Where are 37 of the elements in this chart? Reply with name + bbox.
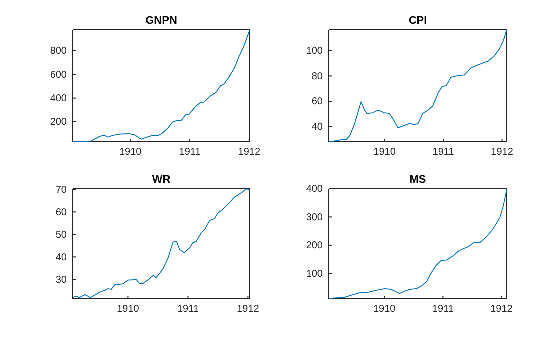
line-series [329,189,507,300]
x-tick-label: 1910 [374,147,396,158]
x-tick-label: 1910 [374,304,396,316]
x-tick-label: 1912 [237,304,260,316]
chart-title: GNPN [146,15,178,27]
y-tick-label: 600 [50,70,68,81]
line-series [73,30,250,142]
y-tick-label: 70 [56,184,68,196]
y-tick-label: 200 [50,117,68,128]
y-tick-label: 300 [306,212,324,224]
y-tick-label: 50 [56,230,68,241]
y-tick-label: 30 [56,274,68,286]
chart-title: MS [410,174,426,186]
y-tick-label: 40 [312,122,324,134]
y-tick-label: 400 [306,184,324,196]
y-tick-label: 200 [306,240,324,252]
x-tick-label: 1911 [179,147,202,158]
y-tick-label: 80 [312,71,324,82]
x-tick-label: 1911 [432,147,455,158]
y-tick-label: 400 [50,94,68,105]
line-series [329,30,507,142]
x-tick-label: 1912 [490,304,514,316]
y-tick-label: 800 [50,46,68,58]
y-tick-label: 60 [312,96,324,108]
y-tick-label: 100 [306,46,324,58]
x-tick-label: 1912 [238,147,261,158]
x-tick-label: 1910 [117,304,140,316]
y-tick-label: 100 [306,268,324,280]
chart-title: WR [152,174,171,186]
y-tick-label: 60 [56,207,68,218]
x-tick-label: 1911 [177,304,200,316]
x-tick-label: 1911 [432,304,454,316]
x-tick-label: 1910 [119,147,142,158]
line-series [73,188,250,298]
chart-title: CPI [408,15,428,27]
y-tick-label: 40 [56,252,68,264]
x-tick-label: 1912 [491,147,514,158]
